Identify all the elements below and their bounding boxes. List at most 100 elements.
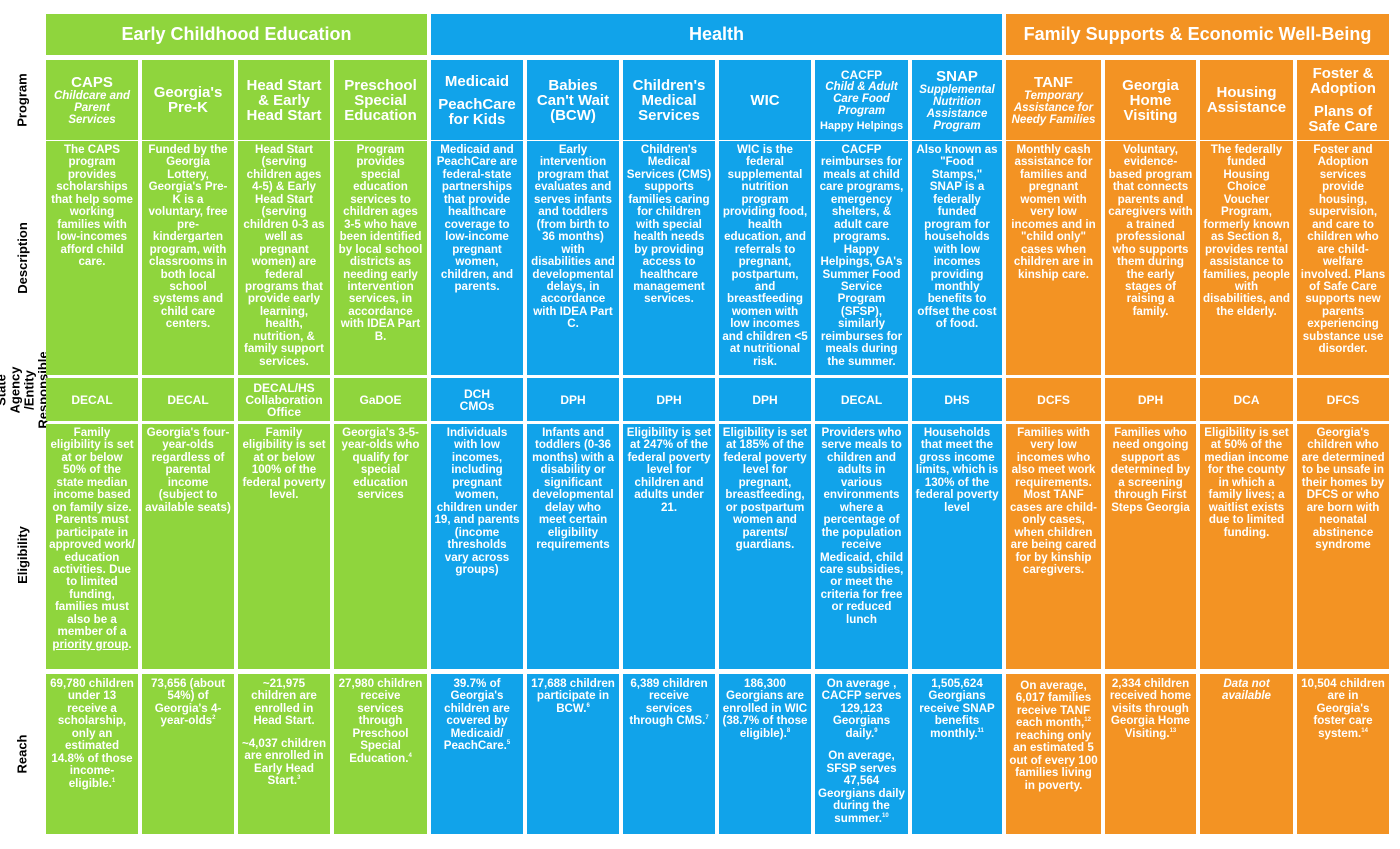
- description-tanf: Monthly cash assistance for families and…: [1006, 141, 1101, 375]
- agency-home-visiting: DPH: [1105, 378, 1196, 421]
- agency-text: DPH: [1137, 392, 1164, 407]
- description-home-visiting: Voluntary, evidence-based program that c…: [1105, 141, 1196, 375]
- program-title-2: Plans of Safe Care: [1308, 103, 1378, 135]
- footnote-ref: 13: [1169, 727, 1177, 734]
- program-title: Georgia Home Visiting: [1122, 76, 1179, 124]
- description-cacfp: CACFP reimburses for meals at child care…: [815, 141, 908, 375]
- program-cms: Children's Medical Services: [623, 60, 715, 140]
- program-wic: WIC: [719, 60, 811, 140]
- agency-text: GaDOE: [359, 392, 402, 407]
- program-preschool-sped: Preschool Special Education: [334, 60, 427, 140]
- description-text: Program provides special education servi…: [338, 143, 423, 343]
- program-subtitle: Child & Adult Care Food Program: [825, 80, 898, 117]
- reach-housing: Data not available: [1200, 674, 1293, 834]
- eligibility-text: Georgia's children who are determined to…: [1301, 426, 1385, 552]
- program-title: WIC: [750, 91, 780, 109]
- program-title: Preschool Special Education: [344, 76, 417, 124]
- program-foster: Foster & Adoption Plans of Safe Care: [1297, 60, 1389, 140]
- eligibility-foster: Georgia's children who are determined to…: [1297, 424, 1389, 669]
- priority-group-link[interactable]: priority group: [52, 637, 129, 651]
- footnote-ref: 3: [297, 775, 301, 782]
- eligibility-cms: Eligibility is set at 247% of the federa…: [623, 424, 715, 669]
- description-wic: WIC is the federal supplemental nutritio…: [719, 141, 811, 375]
- description-text: The CAPS program provides scholarships t…: [51, 143, 133, 269]
- eligibility-home-visiting: Families who need ongoing support as det…: [1105, 424, 1196, 669]
- description-text: Also known as "Food Stamps," SNAP is a f…: [916, 143, 998, 331]
- description-cms: Children's Medical Services (CMS) suppor…: [623, 141, 715, 375]
- reach-preschool-sped: 27,980 children receive services through…: [334, 674, 427, 834]
- row-label-program: Program: [0, 60, 46, 140]
- program-title-2: PeachCare for Kids: [438, 95, 516, 128]
- program-cacfp: CACFP Child & Adult Care Food Program Ha…: [815, 60, 908, 140]
- row-label-agency-text: State Agency /Entity Responsible: [0, 351, 52, 429]
- description-text: Funded by the Georgia Lottery, Georgia's…: [148, 143, 228, 331]
- program-title: Georgia's Pre-K: [153, 84, 223, 116]
- description-bcw: Early intervention program that evaluate…: [527, 141, 619, 375]
- program-title: CAPS: [71, 73, 113, 91]
- reach-text: ~21,975 children are enrolled in Head St…: [251, 677, 317, 728]
- eligibility-text: Infants and toddlers (0-36 months) with …: [532, 426, 614, 552]
- eligibility-housing: Eligibility is set at 50% of the median …: [1200, 424, 1293, 669]
- reach-bcw: 17,688 children participate in BCW.6: [527, 674, 619, 834]
- description-housing: The federally funded Housing Choice Vouc…: [1200, 141, 1293, 375]
- agency-wic: DPH: [719, 378, 811, 421]
- eligibility-caps: Family eligibility is set at or below 50…: [46, 424, 138, 669]
- eligibility-text: Households that meet the gross income li…: [915, 426, 999, 514]
- reach-text: 186,300 Georgians are enrolled in WIC (3…: [722, 677, 808, 740]
- eligibility-end: .: [128, 637, 132, 651]
- footnote-ref: 7: [705, 715, 709, 722]
- program-title: Foster & Adoption: [1310, 65, 1376, 97]
- eligibility-preschool-sped: Georgia's 3-5-year-olds who qualify for …: [334, 424, 427, 669]
- agency-caps: DECAL: [46, 378, 138, 421]
- footnote-ref: 8: [786, 727, 791, 734]
- eligibility-head-start: Family eligibility is set at or below 10…: [238, 424, 330, 669]
- description-medicaid: Medicaid and PeachCare are federal-state…: [431, 141, 523, 375]
- reach-tanf: On average, 6,017 families receive TANF …: [1006, 674, 1101, 834]
- category-header-family: Family Supports & Economic Well-Being: [1006, 14, 1389, 55]
- category-header-ece: Early Childhood Education: [46, 14, 427, 55]
- reach-text: 27,980 children receive services through…: [338, 677, 423, 765]
- footnote-ref: 5: [506, 740, 511, 747]
- row-label-eligibility: Eligibility: [0, 470, 46, 640]
- agency-snap: DHS: [912, 378, 1002, 421]
- program-housing: Housing Assistance: [1200, 60, 1293, 140]
- program-title: Medicaid: [444, 72, 510, 90]
- program-title: SNAP: [936, 67, 978, 85]
- program-title: Head Start & Early Head Start: [246, 76, 322, 124]
- reach-text: 17,688 children participate in BCW.: [531, 677, 615, 715]
- eligibility-text: Georgia's four-year-olds regardless of p…: [145, 426, 231, 514]
- row-label-description-text: Description: [15, 222, 31, 294]
- description-text: Children's Medical Services (CMS) suppor…: [626, 143, 712, 306]
- agency-text: DPH: [560, 392, 586, 407]
- agency-pre-k: DECAL: [142, 378, 234, 421]
- program-head-start: Head Start & Early Head Start: [238, 60, 330, 140]
- program-caps: CAPS Childcare and Parent Services: [46, 60, 138, 140]
- footnote-ref: 12: [1084, 717, 1091, 724]
- category-label: Early Childhood Education: [121, 24, 352, 44]
- reach-text: On average, 6,017 families receive TANF …: [1015, 679, 1092, 730]
- eligibility-medicaid: Individuals with low incomes, including …: [431, 424, 523, 669]
- description-text: Voluntary, evidence-based program that c…: [1108, 143, 1193, 318]
- description-text: Early intervention program that evaluate…: [531, 143, 615, 331]
- footnote-ref: 1: [111, 777, 116, 784]
- program-tanf: TANF Temporary Assistance for Needy Fami…: [1006, 60, 1101, 140]
- reach-caps: 69,780 children under 13 receive a schol…: [46, 674, 138, 834]
- reach-wic: 186,300 Georgians are enrolled in WIC (3…: [719, 674, 811, 834]
- agency-text: DHS: [944, 392, 970, 407]
- description-preschool-sped: Program provides special education servi…: [334, 141, 427, 375]
- row-label-eligibility-text: Eligibility: [15, 526, 31, 584]
- eligibility-text: Families who need ongoing support as det…: [1110, 426, 1191, 514]
- reach-home-visiting: 2,334 children received home visits thro…: [1105, 674, 1196, 834]
- eligibility-text: Individuals with low incomes, including …: [434, 426, 520, 576]
- footnote-ref: 14: [1361, 727, 1368, 734]
- reach-foster: 10,504 children are in Georgia's foster …: [1297, 674, 1389, 834]
- description-text: Foster and Adoption services provide hou…: [1300, 143, 1386, 356]
- reach-text: 6,389 children receive services through …: [629, 677, 708, 728]
- footnote-ref: 9: [874, 727, 878, 734]
- agency-text: DCFS: [1037, 392, 1070, 407]
- agency-foster: DFCS: [1297, 378, 1389, 421]
- description-text: WIC is the federal supplemental nutritio…: [722, 143, 808, 368]
- row-label-program-text: Program: [15, 73, 30, 127]
- agency-text: DECAL: [71, 392, 113, 407]
